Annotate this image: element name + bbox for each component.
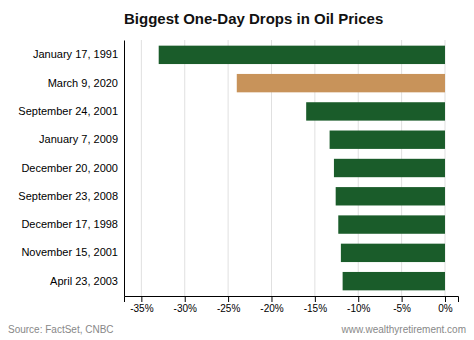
x-tick: 0% xyxy=(438,296,453,314)
x-tick-label: -25% xyxy=(217,303,240,314)
x-tick-label: -10% xyxy=(347,303,370,314)
grid xyxy=(141,40,445,296)
bars xyxy=(159,46,445,291)
y-tick-label: January 17, 1991 xyxy=(33,48,118,60)
y-axis-line xyxy=(124,41,125,297)
y-tick-label: January 7, 2009 xyxy=(39,133,118,145)
x-tick-mark xyxy=(141,296,142,302)
y-tick: September 24, 2001 xyxy=(18,105,118,117)
y-tick-label: December 20, 2000 xyxy=(21,162,118,174)
bar xyxy=(159,46,445,64)
y-tick: January 7, 2009 xyxy=(39,133,118,145)
x-axis: -35% -30% -25% -20% -15% -10% -5% 0% xyxy=(125,296,459,314)
title: Biggest One-Day Drops in Oil Prices xyxy=(124,10,383,27)
grid-line xyxy=(228,40,229,296)
y-tick-label: November 15, 2001 xyxy=(21,246,118,258)
x-tick: -10% xyxy=(347,296,370,314)
x-tick-mark xyxy=(228,296,229,302)
x-tick-mark xyxy=(315,296,316,302)
x-tick-label: 0% xyxy=(438,303,453,314)
bar xyxy=(237,74,445,92)
y-tick-label: September 24, 2001 xyxy=(18,105,118,117)
bar xyxy=(336,187,445,205)
grid-line xyxy=(141,40,142,296)
bar xyxy=(343,272,445,290)
source: Source: FactSet, CNBC xyxy=(8,324,114,335)
bar xyxy=(341,244,445,262)
x-tick-label: -35% xyxy=(130,303,153,314)
x-tick-mark xyxy=(271,296,272,302)
x-tick: -20% xyxy=(260,296,283,314)
x-tick-label: -30% xyxy=(174,303,197,314)
x-tick-label: -15% xyxy=(304,303,327,314)
x-tick: -25% xyxy=(217,296,240,314)
x-tick-label: -20% xyxy=(260,303,283,314)
y-tick-label: March 9, 2020 xyxy=(48,77,118,89)
x-tick: -15% xyxy=(304,296,327,314)
bar xyxy=(330,131,445,149)
chart: -35% -30% -25% -20% -15% -10% -5% 0% April 23, 2… xyxy=(0,0,474,340)
y-tick: November 15, 2001 xyxy=(21,246,118,258)
bar xyxy=(334,159,445,177)
y-tick: March 9, 2020 xyxy=(48,77,118,89)
source: www.wealthyretirement.com xyxy=(341,324,466,335)
grid-line xyxy=(184,40,185,296)
bar xyxy=(338,215,445,233)
y-axis: April 23, 2003 November 15, 2001 December … xyxy=(18,41,124,297)
bar xyxy=(306,102,445,120)
y-tick: January 17, 1991 xyxy=(33,48,118,60)
x-axis-line xyxy=(125,297,459,303)
y-tick: December 20, 2000 xyxy=(21,162,118,174)
x-tick-label: -5% xyxy=(393,303,411,314)
x-tick: -5% xyxy=(393,296,411,314)
x-tick-mark xyxy=(358,296,359,302)
y-tick: December 17, 1998 xyxy=(21,218,118,230)
x-tick-mark xyxy=(402,296,403,302)
plot: -35% -30% -25% -20% -15% -10% -5% 0% April 23, 2… xyxy=(18,40,458,314)
y-tick-label: September 23, 2008 xyxy=(18,190,118,202)
x-tick-mark xyxy=(185,296,186,302)
x-tick: -35% xyxy=(130,296,153,314)
y-tick: April 23, 2003 xyxy=(50,275,118,287)
y-tick: September 23, 2008 xyxy=(18,190,118,202)
x-tick-mark xyxy=(445,296,446,302)
x-tick: -30% xyxy=(174,296,197,314)
y-tick-label: April 23, 2003 xyxy=(50,275,118,287)
y-tick-label: December 17, 1998 xyxy=(21,218,118,230)
